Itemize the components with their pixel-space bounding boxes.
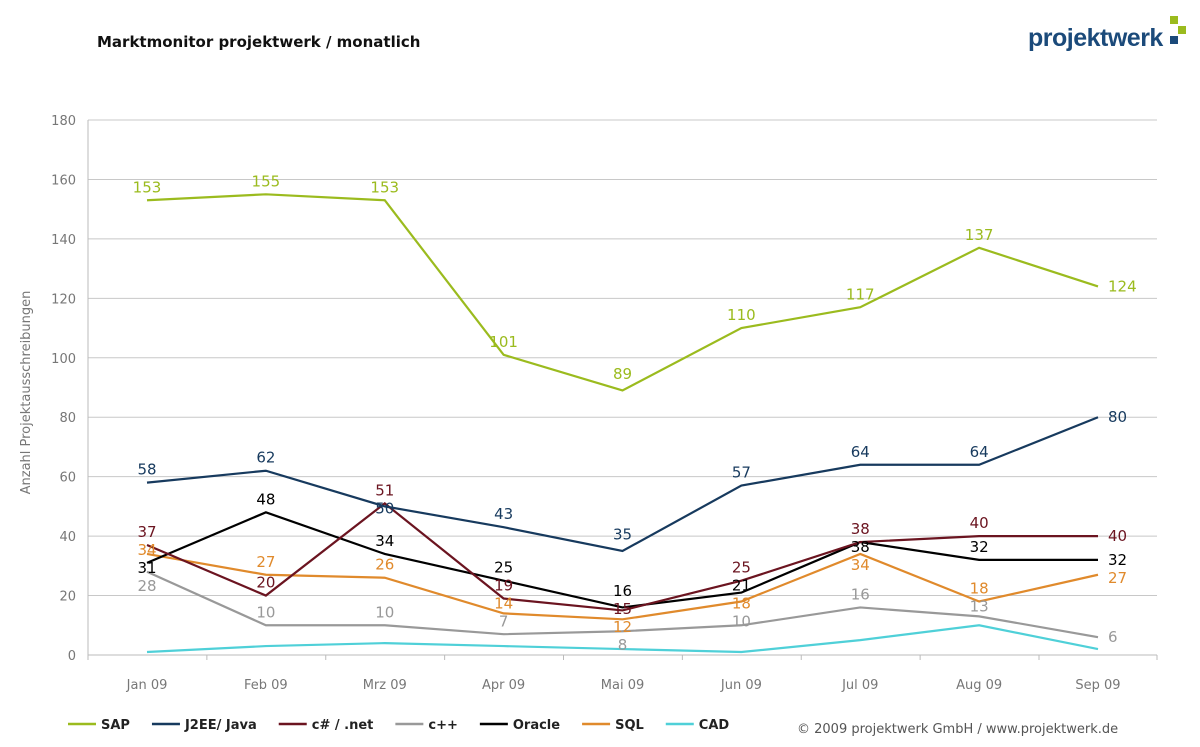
series-line-cad xyxy=(146,624,1099,654)
y-axis-label: Anzahl Projektausschreibungen xyxy=(19,291,34,495)
data-label: 38 xyxy=(851,538,870,556)
data-label: 16 xyxy=(851,585,870,603)
data-label: 89 xyxy=(613,365,632,383)
data-label: 34 xyxy=(375,532,394,550)
data-label: 62 xyxy=(256,449,275,467)
legend-entry: SQL xyxy=(615,718,644,733)
data-label: 25 xyxy=(732,559,751,577)
data-label: 117 xyxy=(846,285,875,303)
data-label: 28 xyxy=(137,577,156,595)
data-label: 32 xyxy=(970,538,989,556)
data-label: 10 xyxy=(375,603,394,621)
x-tick-label: Mai 09 xyxy=(601,678,644,693)
data-label: 34 xyxy=(851,556,870,574)
legend-entry: SAP xyxy=(101,718,130,733)
y-tick-label: 20 xyxy=(59,590,76,605)
y-tick-label: 40 xyxy=(59,530,76,545)
data-label: 15 xyxy=(613,600,632,618)
x-tick-label: Jan 09 xyxy=(126,678,168,693)
legend-entry: Oracle xyxy=(513,718,560,733)
x-tick-label: Feb 09 xyxy=(244,678,288,693)
data-label: 58 xyxy=(137,461,156,479)
data-label: 19 xyxy=(494,577,513,595)
data-label: 27 xyxy=(1108,569,1127,587)
data-label: 13 xyxy=(970,598,989,616)
data-label: 7 xyxy=(499,613,509,631)
data-label: 25 xyxy=(494,559,513,577)
data-label: 124 xyxy=(1108,277,1137,295)
data-label: 48 xyxy=(256,490,275,508)
y-tick-label: 180 xyxy=(51,114,76,129)
copyright: © 2009 projektwerk GmbH / www.projektwer… xyxy=(797,722,1119,737)
y-tick-label: 60 xyxy=(59,471,76,486)
data-label: 110 xyxy=(727,306,756,324)
x-tick-label: Aug 09 xyxy=(956,678,1002,693)
data-label: 6 xyxy=(1108,628,1118,646)
y-tick-label: 160 xyxy=(51,173,76,188)
data-label: 32 xyxy=(1108,551,1127,569)
legend-entry: J2EE/ Java xyxy=(184,718,257,733)
data-label: 21 xyxy=(732,577,751,595)
data-label: 31 xyxy=(137,559,156,577)
logo-mark-icon xyxy=(1170,16,1186,44)
legend-entry: c# / .net xyxy=(312,718,374,733)
data-label: 27 xyxy=(256,553,275,571)
data-label: 155 xyxy=(252,172,281,190)
series-line-j2ee-java xyxy=(146,416,1099,553)
data-label: 51 xyxy=(375,481,394,499)
x-tick-label: Mrz 09 xyxy=(363,678,407,693)
data-label: 10 xyxy=(256,603,275,621)
series-line-c- xyxy=(146,570,1099,639)
data-label: 14 xyxy=(494,595,513,613)
data-label: 64 xyxy=(851,443,870,461)
data-label: 101 xyxy=(489,333,518,351)
data-label: 37 xyxy=(137,523,156,541)
y-tick-label: 100 xyxy=(51,352,76,367)
data-label: 16 xyxy=(613,582,632,600)
legend-entry: CAD xyxy=(699,718,730,733)
x-tick-label: Jul 09 xyxy=(841,678,878,693)
series-line-sap xyxy=(146,193,1099,392)
data-label: 12 xyxy=(613,618,632,636)
data-label: 43 xyxy=(494,505,513,523)
y-tick-label: 120 xyxy=(51,292,76,307)
x-tick-label: Apr 09 xyxy=(482,678,525,693)
data-label: 40 xyxy=(970,514,989,532)
series-line-sql xyxy=(146,552,1099,621)
x-tick-label: Sep 09 xyxy=(1075,678,1120,693)
data-label: 20 xyxy=(256,574,275,592)
data-label: 50 xyxy=(375,499,394,517)
data-label: 153 xyxy=(133,178,162,196)
data-label: 137 xyxy=(965,226,994,244)
data-label: 153 xyxy=(370,178,399,196)
data-label: 18 xyxy=(732,595,751,613)
y-tick-label: 140 xyxy=(51,233,76,248)
data-label: 34 xyxy=(137,541,156,559)
data-label: 8 xyxy=(618,636,628,654)
series-line-c-net xyxy=(146,502,1098,612)
data-label: 64 xyxy=(970,443,989,461)
data-label: 18 xyxy=(970,580,989,598)
data-label: 80 xyxy=(1108,408,1127,426)
data-label: 35 xyxy=(613,526,632,544)
logo: projektwerk xyxy=(1028,24,1163,52)
data-label: 40 xyxy=(1108,527,1127,545)
x-tick-label: Jun 09 xyxy=(720,678,762,693)
data-label: 26 xyxy=(375,556,394,574)
chart-title: Marktmonitor projektwerk / monatlich xyxy=(97,33,421,51)
data-label: 10 xyxy=(732,613,751,631)
series-line-oracle xyxy=(146,511,1098,609)
y-tick-label: 80 xyxy=(59,411,76,426)
data-label: 38 xyxy=(851,520,870,538)
y-tick-label: 0 xyxy=(68,649,76,664)
data-label: 57 xyxy=(732,464,751,482)
legend-entry: c++ xyxy=(428,718,458,733)
